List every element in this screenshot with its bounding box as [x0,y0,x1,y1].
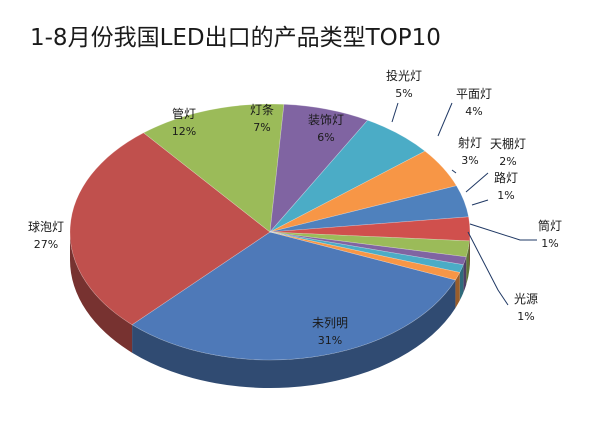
leader-line-7 [437,102,453,137]
slice-label-9: 天棚灯 [490,136,526,151]
leader-line-11 [469,223,537,241]
slice-percent-9: 2% [499,155,516,168]
slice-percent-8: 3% [461,154,478,167]
slice-label-12: 光源 [514,292,538,306]
leader-line-6 [391,102,399,123]
pie-slice-10 [269,231,467,266]
slice-percent-7: 4% [465,105,482,118]
pie-slice-side-11 [459,264,464,301]
slice-percent-2: 27% [34,238,58,251]
pie-slice-4 [269,103,369,233]
slice-label-8: 射灯 [458,135,482,150]
pie-slice-side-2 [70,232,133,353]
slice-percent-1: 31% [318,334,342,347]
leader-line-8 [451,169,457,174]
slice-label-11: 筒灯 [538,218,562,233]
pie-slice-9 [269,231,470,258]
slice-label-5: 装饰灯 [308,113,344,127]
pie-slice-side-10 [463,256,467,293]
pie-slice-8 [269,216,471,242]
slice-label-7: 平面灯 [456,87,492,101]
pie-slice-6 [269,150,457,233]
slice-label-10: 路灯 [494,170,518,185]
pie-slice-7 [269,185,469,233]
slice-percent-3: 12% [172,125,196,138]
slice-percent-11: 1% [541,237,558,250]
pie-slice-5 [269,119,426,233]
leader-line-12 [467,231,509,306]
pie-slice-side-1 [132,279,456,388]
leader-line-10 [471,199,489,206]
pie-slice-3 [143,103,285,233]
pie-slice-1 [131,231,456,361]
slice-percent-6: 5% [395,87,412,100]
pie-slice-side-12 [455,272,460,308]
slice-percent-4: 7% [253,121,270,134]
slice-label-1: 未列明 [312,316,348,330]
slice-percent-12: 1% [517,310,534,323]
pie-slice-12 [269,231,461,281]
pie-slice-11 [269,231,464,273]
slice-label-2: 球泡灯 [28,220,64,234]
slice-percent-5: 6% [317,131,334,144]
pie-slice-side-9 [466,240,470,285]
slice-percent-10: 1% [497,189,514,202]
slice-label-3: 管灯 [172,106,196,121]
slice-label-4: 灯条 [250,103,274,117]
slice-label-6: 投光灯 [386,68,422,83]
leader-line-9 [465,172,489,193]
chart-title: 1-8月份我国LED出口的产品类型TOP10 [30,25,441,51]
pie-slice-2 [69,132,271,326]
